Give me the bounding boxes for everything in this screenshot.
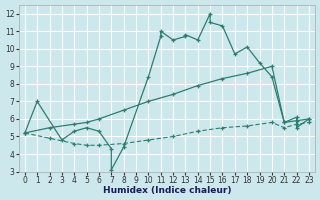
- X-axis label: Humidex (Indice chaleur): Humidex (Indice chaleur): [103, 186, 231, 195]
